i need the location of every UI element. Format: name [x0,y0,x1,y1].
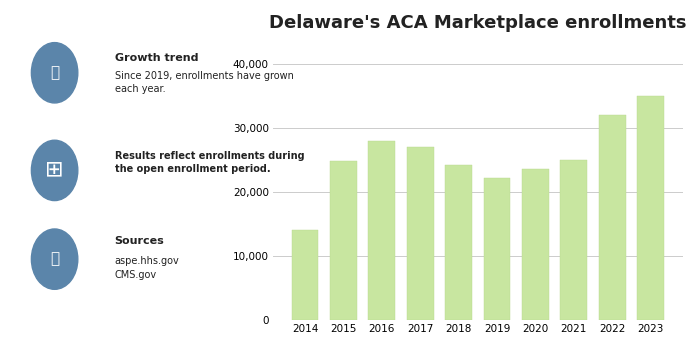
Text: 👥: 👥 [50,65,60,80]
Text: .org: .org [32,329,61,342]
Text: Since 2019, enrollments have grown
each year.: Since 2019, enrollments have grown each … [115,71,293,94]
Bar [560,160,587,320]
Bar [407,147,433,320]
Text: Growth trend: Growth trend [115,53,198,63]
Text: ⊞: ⊞ [46,160,64,180]
Circle shape [32,140,78,201]
Bar [598,115,626,320]
Bar [292,230,318,320]
Text: insurance: insurance [25,318,69,327]
Text: Results reflect enrollments during
the open enrollment period.: Results reflect enrollments during the o… [115,151,304,174]
Bar [522,169,549,320]
Bar [484,178,510,320]
Bar [368,141,395,320]
Text: aspe.hhs.gov
CMS.gov: aspe.hhs.gov CMS.gov [115,256,179,280]
Bar [330,161,357,320]
Circle shape [32,43,78,103]
Text: 🗎: 🗎 [50,252,60,267]
Text: health: health [25,302,69,316]
Text: Sources: Sources [115,236,164,246]
Circle shape [32,229,78,289]
Bar [637,96,664,320]
Bar [445,165,472,320]
Text: Delaware's ACA Marketplace enrollments: Delaware's ACA Marketplace enrollments [269,14,687,32]
